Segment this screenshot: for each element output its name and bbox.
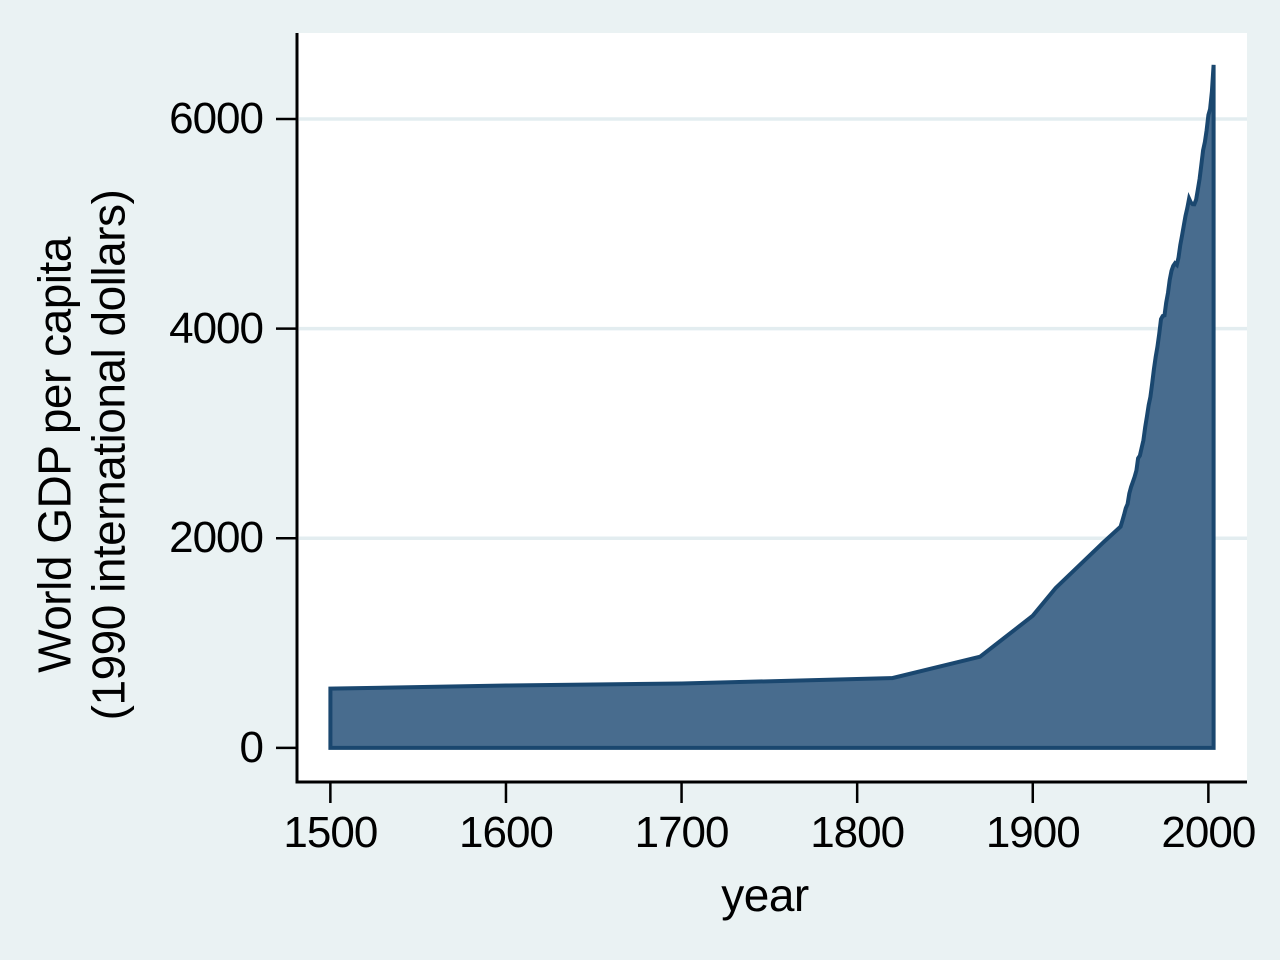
- y-tick-label-0: 0: [239, 722, 264, 772]
- x-tick-label-2000: 2000: [1161, 808, 1256, 857]
- y-tick-label-6000: 6000: [169, 93, 264, 143]
- y-axis-title-line2: (1990 international dollars): [83, 189, 135, 721]
- x-tick-label-1700: 1700: [634, 808, 730, 857]
- x-tick-label-1800: 1800: [810, 808, 905, 857]
- x-tick-label-1500: 1500: [283, 808, 378, 857]
- y-tick-label-2000: 2000: [169, 513, 264, 563]
- x-tick-label-1600: 1600: [459, 808, 554, 857]
- y-axis-title: World GDP per capita (1990 international…: [28, 190, 137, 721]
- x-tick-label-1900: 1900: [985, 808, 1081, 857]
- y-tick-label-4000: 4000: [169, 303, 264, 353]
- y-axis-title-line1: World GDP per capita: [28, 237, 81, 673]
- x-axis-title: year: [721, 869, 809, 921]
- gdp-area-series: [328, 64, 1216, 750]
